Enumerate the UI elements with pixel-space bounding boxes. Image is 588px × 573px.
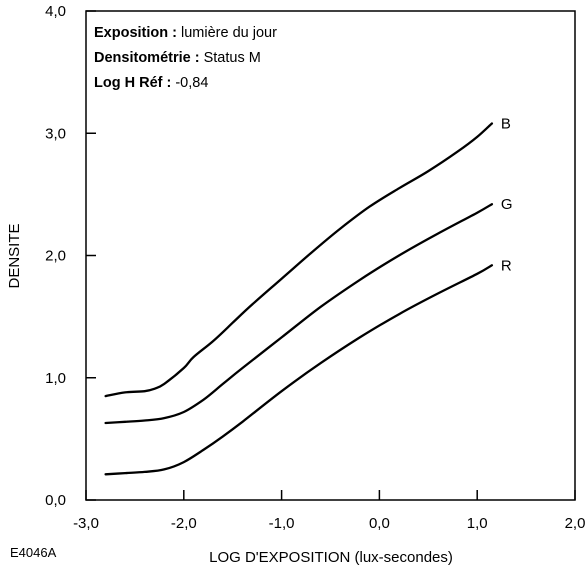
info-box: Exposition : lumière du jour Densitométr… <box>94 25 277 91</box>
x-axis-ticks <box>85 490 576 500</box>
info-line-log-h-ref: Log H Réf : -0,84 <box>94 75 208 91</box>
figure-code: E4046A <box>10 545 57 560</box>
y-axis-tick-labels: 0,0 1,0 2,0 3,0 4,0 <box>45 3 66 509</box>
info-line-exposition: Exposition : lumière du jour <box>94 25 277 41</box>
info-value-exposition: lumière du jour <box>177 25 277 41</box>
x-tick-label: 1,0 <box>467 515 488 532</box>
x-tick-label: -2,0 <box>171 515 197 532</box>
x-tick-label: -1,0 <box>269 515 295 532</box>
series-lines <box>104 122 494 476</box>
series-label-r: R <box>501 257 512 274</box>
info-line-densitometrie: Densitométrie : Status M <box>94 50 261 66</box>
x-axis-tick-labels: -3,0 -2,0 -1,0 0,0 1,0 2,0 <box>73 515 585 532</box>
y-axis-label: DENSITE <box>6 223 23 288</box>
y-tick-label: 3,0 <box>45 125 66 142</box>
series-label-b: B <box>501 115 511 132</box>
y-tick-label: 2,0 <box>45 248 66 265</box>
y-tick-label: 1,0 <box>45 370 66 387</box>
series-label-g: G <box>501 196 513 213</box>
x-axis-label: LOG D'EXPOSITION (lux-secondes) <box>209 549 453 566</box>
series-labels: B G R <box>501 115 513 274</box>
y-tick-label: 4,0 <box>45 3 66 20</box>
x-tick-label: 2,0 <box>565 515 586 532</box>
x-tick-label: 0,0 <box>369 515 390 532</box>
info-key-densitometrie: Densitométrie : <box>94 50 200 66</box>
y-tick-label: 0,0 <box>45 492 66 509</box>
series-line-r <box>104 264 494 476</box>
info-value-densitometrie: Status M <box>200 50 261 66</box>
series-line-g <box>104 203 494 425</box>
info-key-log-h-ref: Log H Réf : <box>94 75 171 91</box>
info-value-log-h-ref: -0,84 <box>171 75 208 91</box>
info-key-exposition: Exposition : <box>94 25 177 41</box>
series-line-b <box>104 122 494 398</box>
y-axis-ticks <box>86 10 96 501</box>
x-tick-label: -3,0 <box>73 515 99 532</box>
